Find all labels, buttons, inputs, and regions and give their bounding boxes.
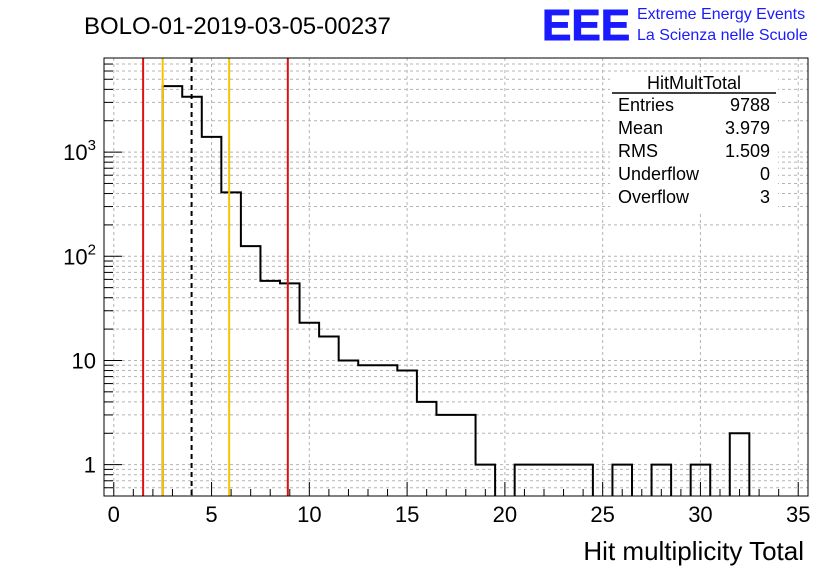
y-tick-label: 10 bbox=[72, 348, 96, 373]
histogram-bin bbox=[300, 323, 320, 496]
stats-row-value: 3 bbox=[760, 187, 770, 207]
histogram-bin bbox=[515, 465, 593, 496]
stats-row-value: 9788 bbox=[730, 95, 770, 115]
marker-lines bbox=[142, 58, 289, 496]
y-tick-label: 102 bbox=[63, 241, 96, 269]
y-tick-label: 1 bbox=[84, 453, 96, 478]
eee-logo: EEE bbox=[542, 1, 630, 50]
x-tick-label: 15 bbox=[395, 502, 419, 527]
stats-row-label: RMS bbox=[618, 141, 658, 161]
histogram-bin bbox=[378, 365, 398, 496]
y-tick-label: 103 bbox=[63, 137, 96, 165]
x-tick-label: 0 bbox=[108, 502, 120, 527]
x-axis-label: Hit multiplicity Total bbox=[583, 536, 804, 566]
histogram-bin bbox=[397, 371, 417, 496]
histogram-bin bbox=[436, 415, 456, 496]
histogram-bins bbox=[161, 85, 751, 496]
histogram-bin bbox=[280, 283, 300, 496]
stats-row-value: 1.509 bbox=[725, 141, 770, 161]
x-tick-label: 20 bbox=[493, 502, 517, 527]
logo-line-1: Extreme Energy Events bbox=[637, 6, 805, 23]
x-tick-label: 30 bbox=[688, 502, 712, 527]
stats-box-bg bbox=[610, 74, 778, 212]
histogram-bin bbox=[241, 246, 261, 496]
histogram-bin bbox=[417, 402, 437, 496]
stats-row-label: Underflow bbox=[618, 164, 700, 184]
histogram-bin bbox=[202, 137, 222, 496]
histogram-bin bbox=[456, 415, 476, 496]
stats-row-value: 3.979 bbox=[725, 118, 770, 138]
x-tick-label: 25 bbox=[590, 502, 614, 527]
histogram-bin bbox=[260, 281, 280, 496]
stats-row-label: Overflow bbox=[618, 187, 690, 207]
stats-row-value: 0 bbox=[760, 164, 770, 184]
stats-name: HitMultTotal bbox=[647, 73, 741, 93]
histogram-outline bbox=[161, 85, 751, 496]
histogram-bin bbox=[358, 365, 378, 496]
histogram-bin bbox=[319, 336, 339, 496]
histogram-bin bbox=[221, 192, 241, 496]
stats-box: HitMultTotal Entries 9788 Mean 3.979 RMS 1.50… bbox=[610, 73, 778, 212]
plot-frame bbox=[103, 57, 809, 497]
stats-row-label: Entries bbox=[618, 95, 674, 115]
logo-line-2: La Scienza nelle Scuole bbox=[637, 27, 808, 44]
histogram-bin bbox=[163, 86, 183, 496]
histogram-bin bbox=[339, 360, 359, 496]
x-tick-label: 35 bbox=[786, 502, 810, 527]
stats-row-label: Mean bbox=[618, 118, 663, 138]
x-tick-label: 10 bbox=[297, 502, 321, 527]
histogram-bin bbox=[730, 433, 750, 496]
run-title: BOLO-01-2019-03-05-00237 bbox=[84, 13, 391, 40]
x-tick-label: 5 bbox=[205, 502, 217, 527]
